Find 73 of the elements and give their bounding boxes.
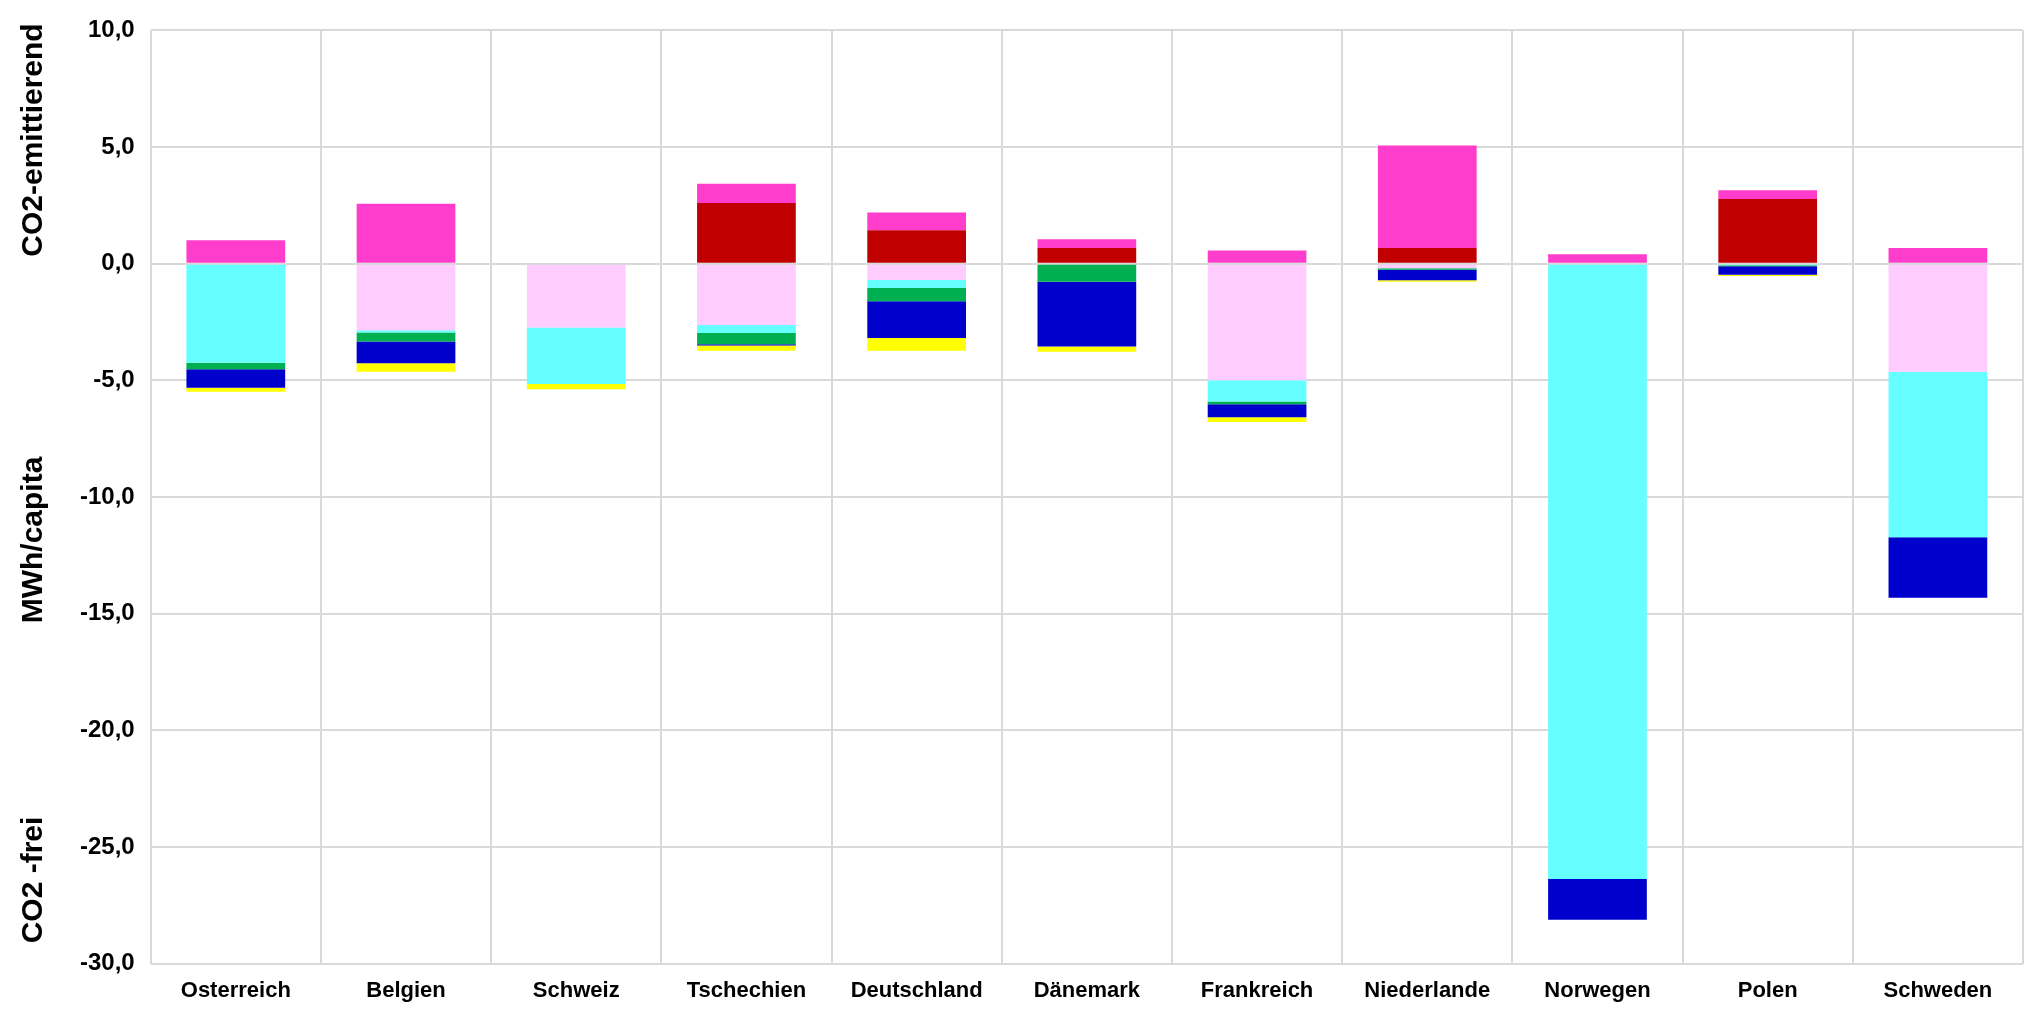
bar xyxy=(186,240,286,263)
bar xyxy=(1207,250,1307,263)
bar xyxy=(186,387,286,392)
x-tick-label: Norwegen xyxy=(1544,976,1651,1002)
x-tick-label: Frankreich xyxy=(1200,976,1314,1002)
bar xyxy=(697,325,796,333)
bar xyxy=(1377,269,1477,281)
bar xyxy=(697,345,796,351)
bar xyxy=(1037,239,1137,249)
bar xyxy=(1718,199,1818,263)
bar xyxy=(1377,248,1477,263)
bar xyxy=(1207,264,1307,381)
text: CO2-emittierend xyxy=(15,23,49,257)
bar xyxy=(356,332,456,342)
x-tick-label: Tschechien xyxy=(686,976,807,1002)
y-axis-title: MWh/capita xyxy=(15,456,49,624)
bar xyxy=(186,264,286,363)
bar xyxy=(1718,190,1818,200)
bar xyxy=(867,287,966,302)
y-tick-label: -10,0 xyxy=(80,481,135,509)
y-tick-label: 10,0 xyxy=(87,15,135,43)
x-tick-label: Schweden xyxy=(1883,976,1993,1002)
bar xyxy=(1548,878,1647,920)
bar xyxy=(186,362,286,370)
bar xyxy=(1207,404,1307,418)
bar xyxy=(1207,380,1307,402)
bar xyxy=(867,264,966,281)
y-tick-label: -15,0 xyxy=(80,598,135,626)
y-tick-label: 0,0 xyxy=(101,248,135,276)
bar xyxy=(867,212,966,231)
x-tick-label: Schweiz xyxy=(532,976,620,1002)
bar xyxy=(1037,281,1137,347)
bar xyxy=(356,330,456,333)
bar xyxy=(1037,264,1137,282)
bar xyxy=(697,183,796,204)
bar xyxy=(356,363,456,372)
x-tick-label: Niederlande xyxy=(1364,976,1491,1002)
x-tick-label: Polen xyxy=(1737,976,1798,1002)
x-tick-label: Osterreich xyxy=(180,976,291,1002)
bar xyxy=(1888,371,1988,538)
bar xyxy=(356,341,456,364)
bar xyxy=(697,203,796,263)
bar xyxy=(526,384,626,390)
x-tick-label: Dänemark xyxy=(1033,976,1141,1002)
bar xyxy=(526,327,626,385)
text: CO2 -frei xyxy=(15,816,49,944)
y-tick-label: -5,0 xyxy=(93,364,135,392)
bar xyxy=(1548,264,1647,879)
bar xyxy=(1888,264,1988,372)
bar xyxy=(867,337,966,351)
bar xyxy=(356,203,456,263)
bar xyxy=(697,332,796,345)
bar xyxy=(1037,248,1137,263)
bar xyxy=(697,264,796,326)
bar xyxy=(1207,417,1307,422)
bar xyxy=(1037,346,1137,352)
bar xyxy=(186,369,286,388)
bar xyxy=(867,280,966,288)
y-tick-label: -25,0 xyxy=(80,831,135,859)
bar xyxy=(1718,266,1818,275)
x-tick-label: Deutschland xyxy=(850,976,983,1002)
bar xyxy=(1377,145,1477,249)
bar xyxy=(356,264,456,331)
y-tick-label: 5,0 xyxy=(101,131,135,159)
y-tick-label: -30,0 xyxy=(80,948,135,976)
bar xyxy=(867,301,966,338)
bar xyxy=(867,230,966,263)
bar xyxy=(1548,254,1647,263)
bar xyxy=(526,264,626,328)
bar xyxy=(1888,248,1988,263)
y-tick-label: -20,0 xyxy=(80,714,135,742)
x-tick-label: Belgien xyxy=(366,976,446,1002)
bar xyxy=(1888,537,1988,598)
